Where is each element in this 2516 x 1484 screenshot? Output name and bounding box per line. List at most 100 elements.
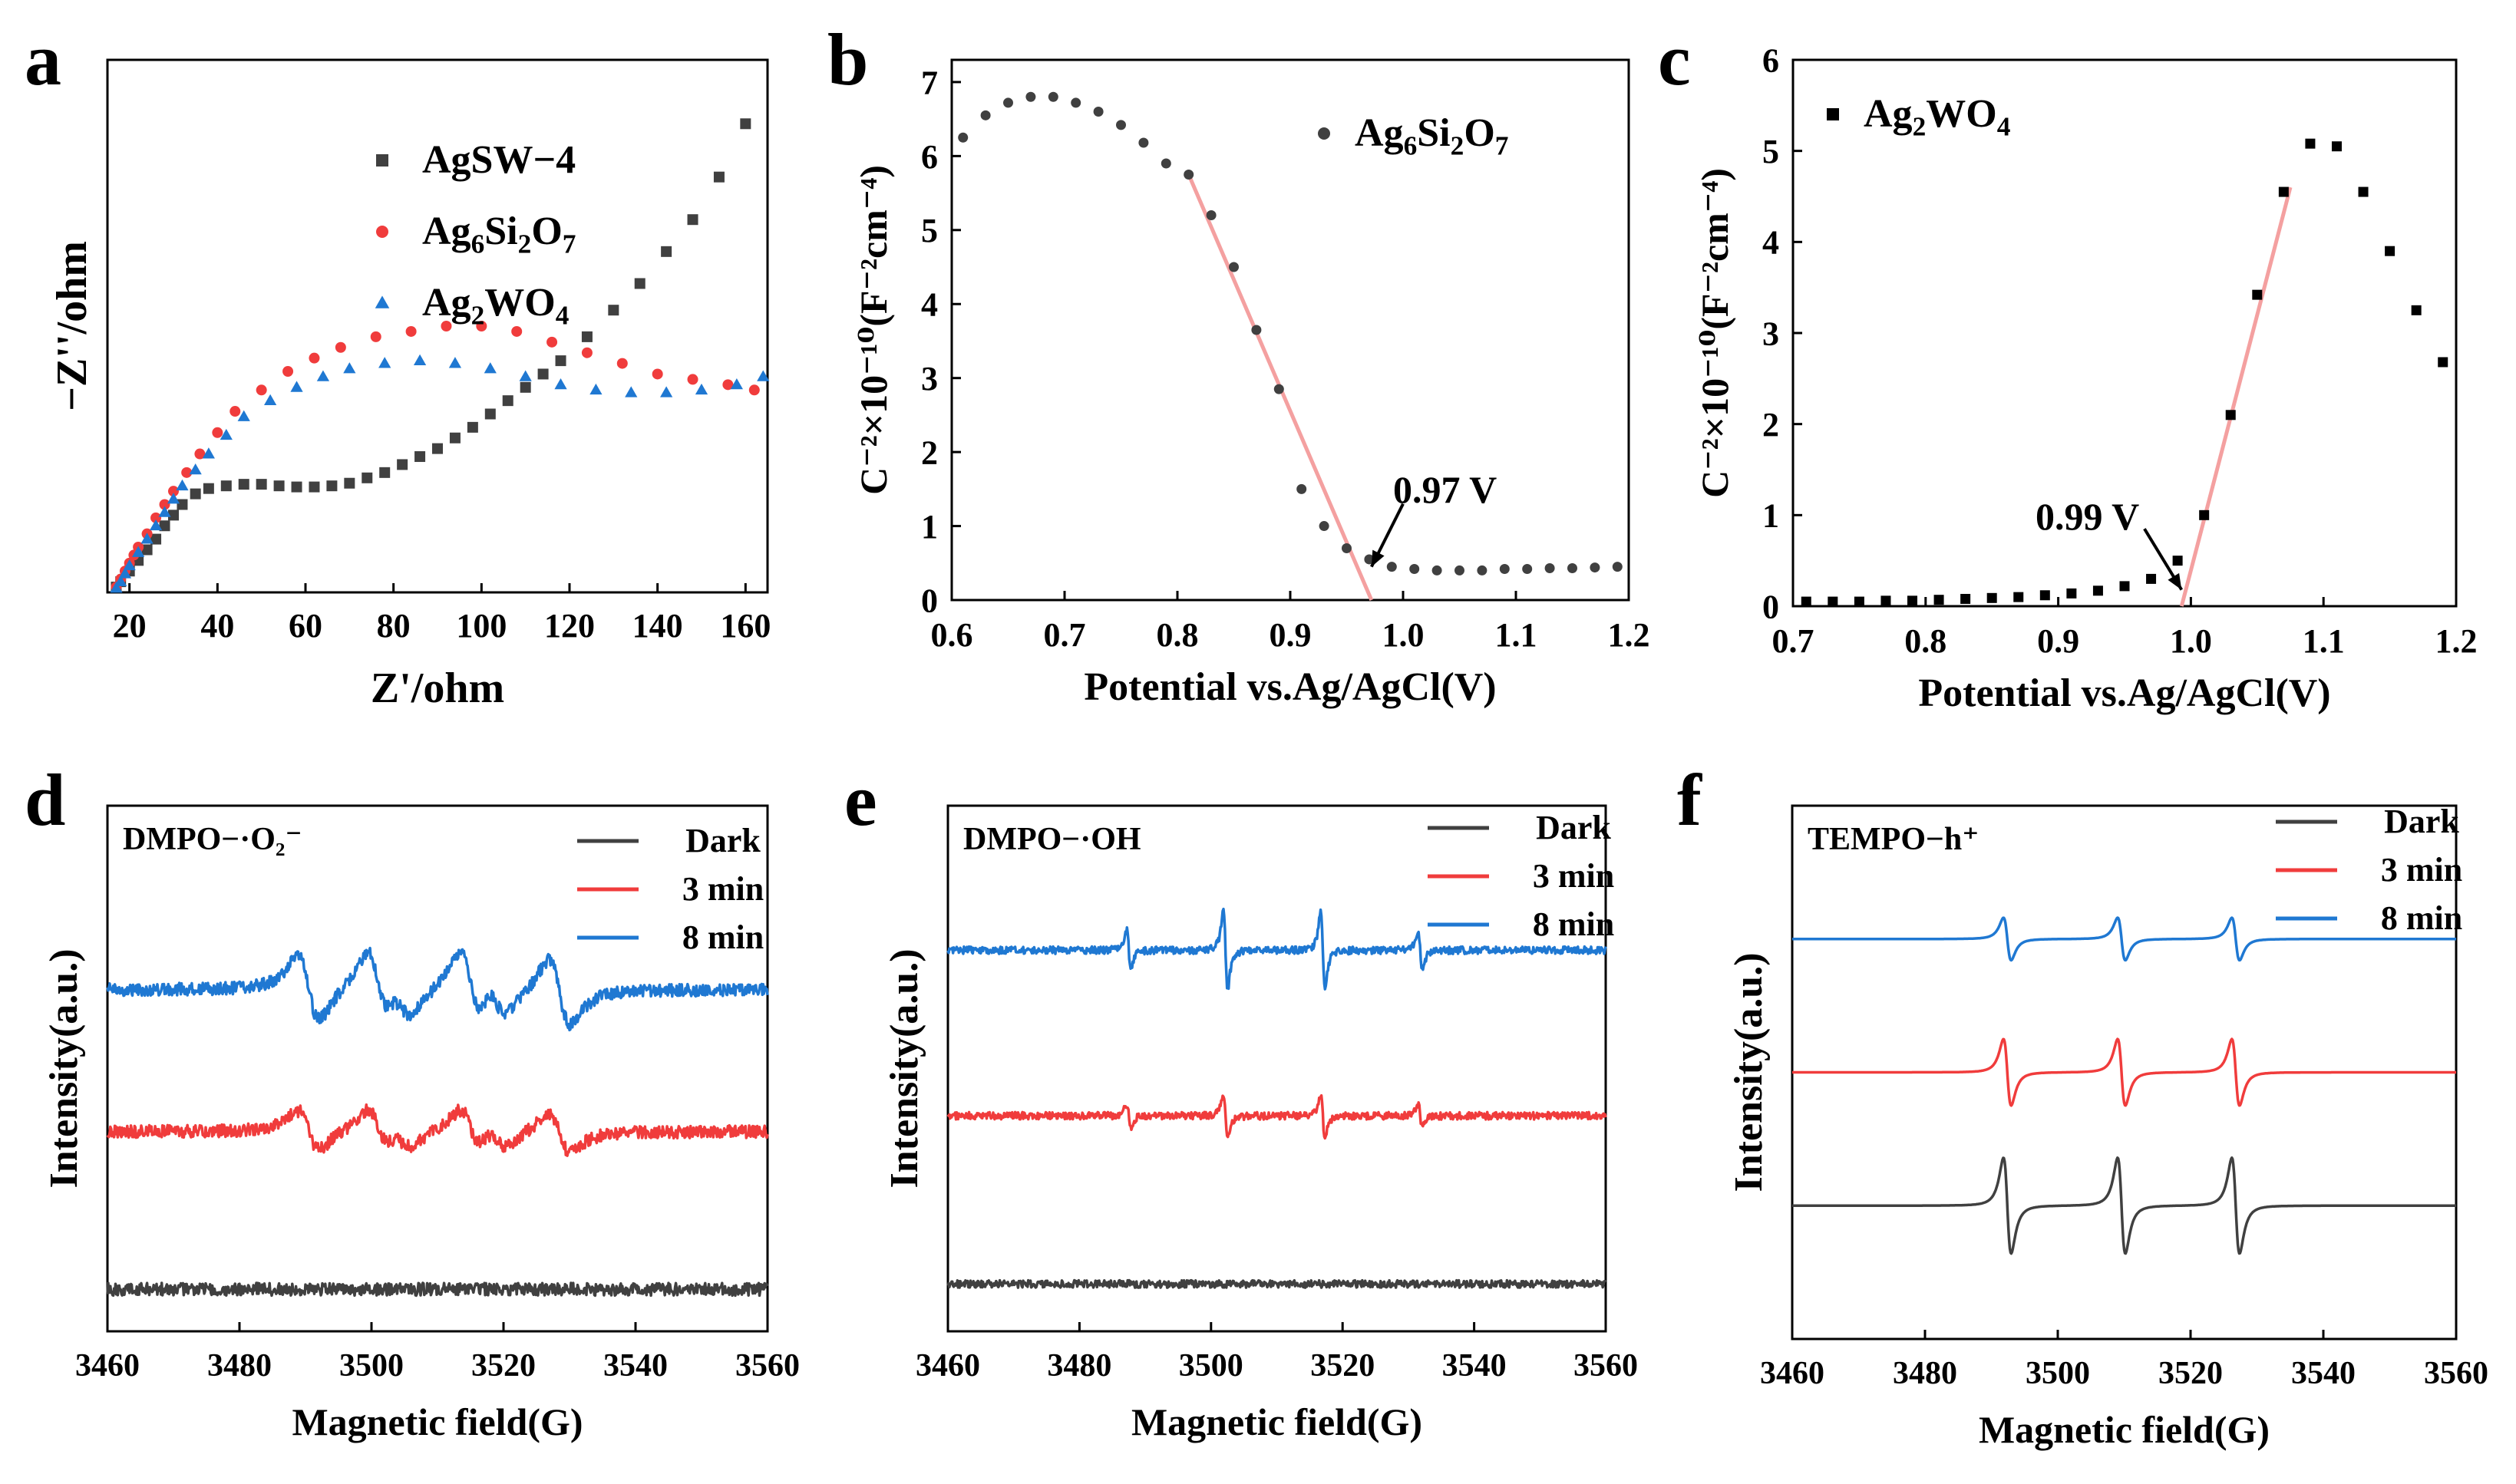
data-point	[1138, 137, 1149, 148]
text-part: 7	[563, 228, 576, 259]
data-point	[123, 559, 136, 571]
fit-line	[2179, 186, 2293, 607]
data-point	[660, 386, 673, 397]
x-axis-title: Z'/ohm	[371, 665, 504, 712]
x-axis-title: Magnetic field(G)	[1979, 1408, 2270, 1451]
data-point	[2119, 581, 2130, 592]
data-point	[264, 394, 277, 406]
x-tick-label: 3460	[75, 1348, 140, 1383]
x-tick-label: 0.8	[1157, 616, 1199, 654]
x-tick-label: 3540	[1442, 1348, 1507, 1383]
data-point	[1801, 596, 1811, 607]
data-point	[212, 427, 223, 438]
x-axis-title: Magnetic field(G)	[1131, 1400, 1422, 1443]
data-point	[1251, 325, 1262, 335]
panel-letter-e: e	[844, 759, 877, 841]
data-point	[1854, 596, 1864, 607]
data-point	[203, 483, 214, 494]
legend-label: 8 min	[1533, 905, 1614, 943]
data-point	[2252, 289, 2263, 300]
y-tick-label: 0	[1762, 588, 1779, 625]
data-point	[511, 325, 523, 337]
data-point	[2146, 573, 2157, 584]
text-part: 6	[471, 228, 485, 259]
data-point	[159, 520, 170, 532]
text-part: AgSW−4	[422, 138, 576, 182]
data-point	[1544, 563, 1555, 574]
data-point	[290, 381, 303, 392]
plot-frame	[106, 804, 769, 1333]
data-point	[589, 383, 603, 395]
text-part: 4	[1997, 110, 2011, 141]
y-tick-label: 2	[1762, 406, 1779, 444]
panel-b-mott-schottky-chart: b 0.6 0.7 0.8 0.9 1.0 1.1 1.2 0 1 2 3 4 5 6 7 Potential…	[827, 18, 1650, 709]
data-point	[2305, 138, 2316, 149]
x-tick-label: 3560	[2424, 1356, 2488, 1391]
data-point	[177, 499, 188, 510]
text-part: WO	[484, 281, 555, 325]
data-point	[291, 481, 302, 493]
data-point	[1161, 158, 1171, 169]
data-point	[181, 467, 193, 478]
y-tick-label: 4	[1762, 224, 1779, 262]
data-point	[476, 321, 487, 331]
data-point	[1206, 210, 1217, 221]
x-axis-title: Potential vs.Ag/AgCl(V)	[1918, 671, 2330, 715]
data-point	[309, 352, 320, 364]
x-tick-label: 1.0	[1382, 616, 1425, 654]
legend-marker	[376, 226, 388, 238]
data-point	[1933, 595, 1944, 605]
data-point	[1093, 107, 1104, 117]
annotation-arrow-head	[1371, 549, 1385, 567]
annotation-label: 0.99 V	[2036, 495, 2139, 538]
data-point	[1567, 563, 1577, 574]
data-point	[238, 479, 249, 490]
series-line	[1791, 1156, 2457, 1255]
data-point	[149, 519, 163, 531]
data-point	[1025, 91, 1036, 102]
data-point	[449, 432, 461, 444]
data-point	[1477, 565, 1487, 575]
data-point	[150, 533, 162, 545]
x-tick-label: 1.0	[2170, 622, 2212, 660]
data-point	[484, 362, 497, 374]
y-tick-label: 6	[921, 138, 938, 176]
text-part: Ag	[1864, 92, 1913, 136]
panel-d-epr-chart: d 3460 3480 3500 3520 3540 3560 Magnetic field…	[25, 759, 800, 1443]
series-line	[946, 907, 1607, 991]
text-part: O	[531, 209, 562, 253]
series-line	[946, 1278, 1607, 1289]
x-tick-label: 100	[456, 607, 507, 645]
data-point	[537, 368, 549, 380]
data-point	[150, 512, 162, 523]
data-point	[730, 378, 743, 390]
y-axis-title: Intensity(a.u.)	[1727, 952, 1771, 1192]
data-point	[158, 506, 171, 517]
data-point	[581, 331, 593, 342]
y-tick-label: 5	[921, 212, 938, 249]
data-point	[273, 480, 285, 492]
data-point	[397, 459, 408, 470]
series-line	[106, 1281, 769, 1298]
data-point	[140, 533, 154, 544]
panel-e-epr-chart: e 3460 3480 3500 3520 3540 3560 Magnetic field…	[844, 759, 1638, 1443]
data-point	[608, 305, 619, 316]
data-point	[1342, 542, 1352, 553]
data-point	[413, 354, 427, 365]
data-point	[256, 479, 267, 490]
data-point	[695, 383, 708, 395]
y-axis-title: Intensity(a.u.)	[42, 948, 86, 1188]
x-tick-label: 140	[632, 607, 683, 645]
data-point	[616, 358, 628, 369]
data-point	[141, 544, 153, 556]
data-point	[237, 410, 250, 421]
data-point	[520, 381, 531, 393]
y-tick-label: 1	[1762, 497, 1779, 535]
x-tick-label: 3560	[735, 1348, 800, 1383]
data-point	[555, 355, 566, 367]
text-part: 7	[1495, 130, 1509, 160]
panel-letter-a: a	[25, 18, 61, 101]
data-point	[229, 406, 241, 417]
text-part: O	[1464, 111, 1494, 155]
x-axis-title: Magnetic field(G)	[292, 1400, 583, 1443]
